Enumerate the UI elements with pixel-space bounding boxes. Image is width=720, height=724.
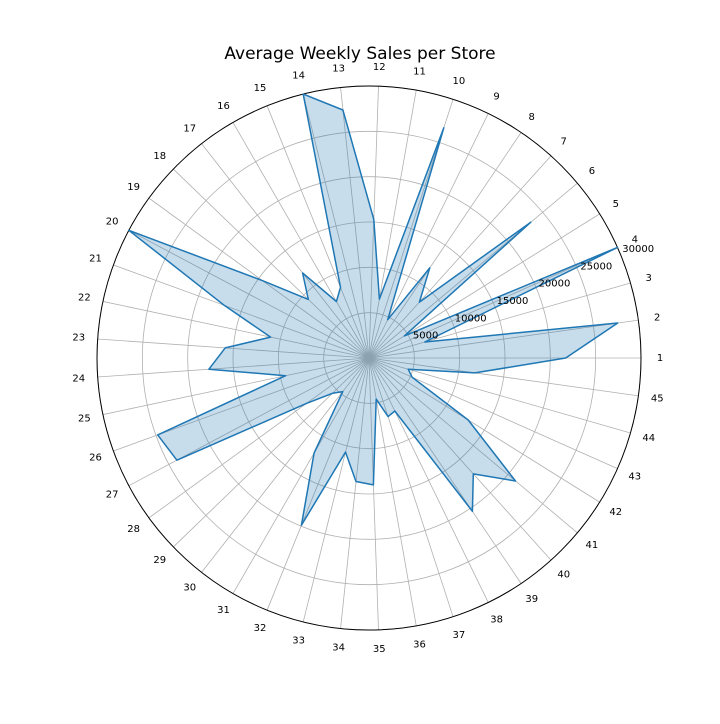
category-label: 44 (642, 433, 655, 444)
grid-spoke (368, 319, 639, 359)
radial-tick-label: 20000 (539, 279, 571, 290)
grid-spoke (368, 357, 578, 534)
grid-spoke (368, 357, 631, 434)
grid-spoke (97, 338, 370, 359)
category-label: 39 (525, 594, 538, 605)
grid-spoke (340, 357, 370, 629)
grid-spoke (368, 357, 639, 397)
grid-spoke (368, 357, 522, 584)
category-label: 25 (78, 414, 91, 425)
chart-title: Average Weekly Sales per Store (224, 44, 496, 64)
grid-spoke (368, 155, 552, 359)
polar-frame (96, 85, 642, 631)
radial-tick-label: 30000 (622, 244, 654, 255)
grid-spoke (232, 122, 370, 359)
category-label: 3 (646, 273, 652, 284)
category-label: 26 (89, 453, 102, 464)
category-label: 21 (89, 254, 102, 265)
grid-spoke (368, 182, 578, 359)
grid-spoke (173, 168, 370, 359)
category-label: 1 (657, 353, 663, 364)
category-label: 28 (127, 524, 140, 535)
grid-spoke (368, 357, 454, 617)
category-label: 35 (373, 644, 386, 655)
grid-spoke (368, 357, 379, 630)
grid-spoke (102, 301, 370, 359)
category-label: 27 (106, 490, 119, 501)
category-label: 37 (453, 630, 466, 641)
grid-spoke (232, 357, 370, 594)
category-label: 16 (217, 101, 230, 112)
category-label: 29 (153, 555, 166, 566)
grid-spoke (368, 357, 618, 469)
category-label: 42 (609, 507, 622, 518)
category-label: 17 (183, 124, 196, 135)
radial-tick-label: 25000 (580, 261, 612, 272)
grid-spoke (266, 357, 370, 611)
grid-spoke (148, 357, 370, 519)
grid-spoke (97, 357, 370, 378)
grid-spoke (368, 357, 417, 626)
radial-tick-label: 5000 (413, 331, 438, 342)
category-label: 6 (589, 166, 595, 177)
category-label: 8 (529, 112, 535, 123)
grid-spoke (368, 282, 631, 359)
grid-spoke (201, 143, 370, 359)
grid-spoke (128, 229, 370, 359)
radial-tick-label: 10000 (455, 313, 487, 324)
grid-spoke (113, 264, 370, 359)
grid-spoke (340, 87, 370, 359)
category-label: 12 (373, 62, 386, 73)
category-label: 13 (332, 64, 345, 75)
grid-spoke (302, 93, 370, 359)
grid-spoke (102, 357, 370, 415)
grid-spoke (368, 357, 552, 561)
series-fill (128, 94, 618, 526)
grid-spoke (368, 132, 522, 359)
category-label: 5 (613, 199, 619, 210)
grid-spoke (113, 357, 370, 452)
category-label: 33 (292, 635, 305, 646)
grid (96, 85, 642, 631)
grid-spoke (148, 197, 370, 359)
category-label: 10 (453, 76, 466, 87)
category-label: 9 (493, 92, 499, 103)
category-label: 31 (217, 605, 230, 616)
category-label: 11 (413, 66, 426, 77)
grid-spoke (368, 90, 417, 359)
grid-spoke (368, 357, 489, 603)
labels: 1234567891011121314151617181920212223242… (72, 62, 663, 655)
category-label: 4 (632, 235, 638, 246)
category-label: 45 (651, 394, 664, 405)
category-label: 30 (183, 582, 196, 593)
category-label: 15 (254, 83, 267, 94)
category-label: 34 (332, 642, 345, 653)
grid-spoke (368, 247, 618, 359)
category-label: 18 (153, 151, 166, 162)
category-label: 2 (654, 313, 660, 324)
category-label: 19 (127, 182, 140, 193)
category-label: 32 (254, 623, 267, 634)
grid-spoke (173, 357, 370, 548)
grid-spoke (128, 357, 370, 487)
grid-spoke (302, 357, 370, 623)
category-label: 43 (628, 471, 641, 482)
category-label: 22 (78, 293, 91, 304)
category-label: 20 (106, 216, 119, 227)
grid-spoke (266, 105, 370, 359)
category-label: 23 (72, 333, 85, 344)
category-label: 38 (490, 615, 503, 626)
category-label: 7 (561, 137, 567, 148)
category-label: 40 (557, 569, 570, 580)
grid-spoke (368, 357, 600, 503)
category-label: 36 (413, 640, 426, 651)
series-line (128, 93, 619, 527)
category-label: 14 (292, 71, 305, 82)
category-label: 24 (72, 373, 85, 384)
radial-tick-label: 15000 (497, 296, 529, 307)
series-area (128, 93, 619, 527)
category-label: 41 (586, 540, 599, 551)
